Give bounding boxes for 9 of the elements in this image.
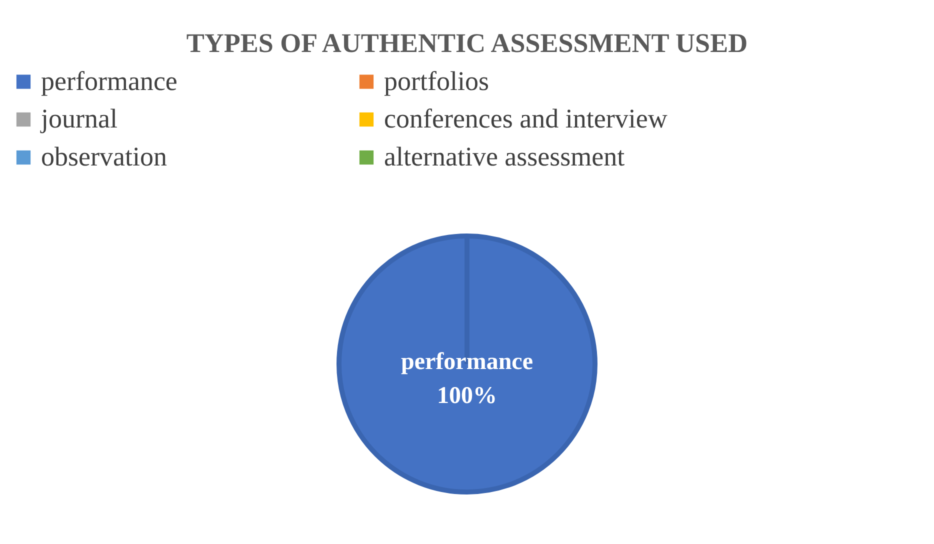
legend-label: journal [40, 104, 118, 134]
legend-label: performance [41, 66, 178, 96]
legend-label: conferences and interview [384, 104, 668, 134]
legend-label: observation [41, 142, 168, 172]
chart-title: TYPES OF AUTHENTIC ASSESSMENT USED [186, 28, 748, 58]
data-label: 100% [437, 383, 497, 409]
slice-label: performance [401, 349, 534, 375]
legend-label: alternative assessment [384, 142, 626, 172]
legend-label: portfolios [384, 66, 489, 96]
